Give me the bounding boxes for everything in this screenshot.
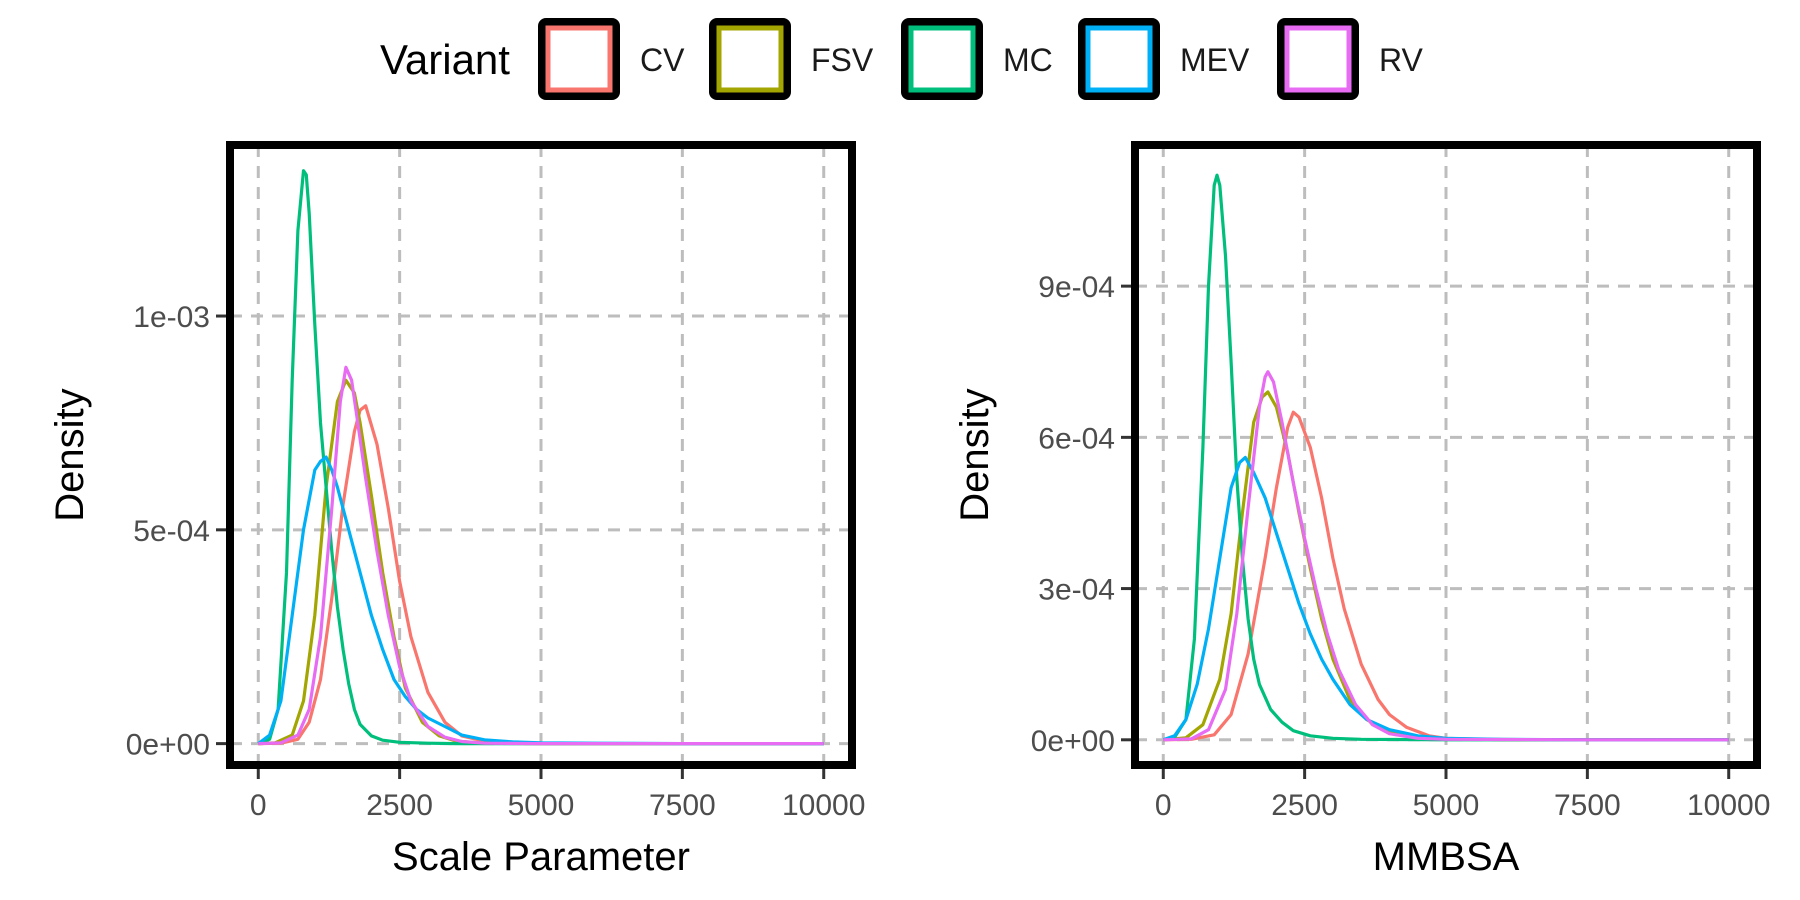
legend-item-rv: RV (1277, 18, 1424, 100)
x-tick-label: 10000 (1687, 789, 1770, 822)
x-axis-title: MMBSA (1373, 835, 1520, 879)
x-tick-label: 5000 (1413, 789, 1480, 822)
y-tick-label: 1e-03 (133, 301, 210, 334)
legend-item-fsv: FSV (709, 18, 874, 100)
y-tick-label: 9e-04 (1038, 271, 1115, 304)
legend-item-mc: MC (901, 18, 1053, 100)
x-tick-label: 0 (250, 789, 267, 822)
y-axis-title: Density (953, 388, 997, 521)
x-tick-label: 7500 (649, 789, 716, 822)
legend-key-swatch (1085, 25, 1153, 93)
legend-item-cv: CV (538, 18, 685, 100)
series-line-mc (257, 169, 824, 746)
y-tick-label: 0e+00 (126, 729, 210, 762)
y-axis-title: Density (48, 388, 92, 521)
series-line-fsv (258, 378, 824, 746)
density-panel-mmbsa: 0 2500 5000 7500 10000 0e+00 3e-04 6e-04 9e-04 MM… (953, 141, 1770, 879)
series-line-mev (1162, 455, 1729, 742)
y-tick-label: 3e-04 (1038, 574, 1115, 607)
legend-label: RV (1379, 42, 1424, 78)
y-tick-label: 5e-04 (133, 515, 210, 548)
legend-key-swatch (716, 25, 784, 93)
x-axis-title: Scale Parameter (392, 835, 690, 879)
legend-label: FSV (811, 42, 874, 78)
panel-border (226, 141, 856, 769)
series-line-mev (257, 455, 824, 746)
series-line-rv (1163, 370, 1729, 742)
legend-item-mev: MEV (1078, 18, 1250, 100)
x-tick-label: 7500 (1554, 789, 1621, 822)
legend-key-swatch (545, 25, 613, 93)
x-tick-label: 2500 (1271, 789, 1338, 822)
density-panel-scale-parameter: 0 2500 5000 7500 10000 0e+00 5e-04 1e-03 Scale P… (48, 141, 865, 879)
x-tick-label: 0 (1155, 789, 1172, 822)
legend-title: Variant (380, 36, 510, 83)
x-tick-label: 5000 (508, 789, 575, 822)
legend-key-swatch (1284, 25, 1352, 93)
legend-label: CV (640, 42, 685, 78)
legend-key-swatch (908, 25, 976, 93)
series-line-rv (258, 365, 824, 746)
x-tick-label: 2500 (366, 789, 433, 822)
x-tick-label: 10000 (782, 789, 865, 822)
y-tick-label: 6e-04 (1038, 422, 1115, 455)
panel-border (1131, 141, 1761, 769)
legend: Variant CV FSV MC MEV RV (380, 18, 1424, 100)
legend-label: MEV (1180, 42, 1250, 78)
legend-label: MC (1003, 42, 1053, 78)
y-tick-label: 0e+00 (1031, 725, 1115, 758)
